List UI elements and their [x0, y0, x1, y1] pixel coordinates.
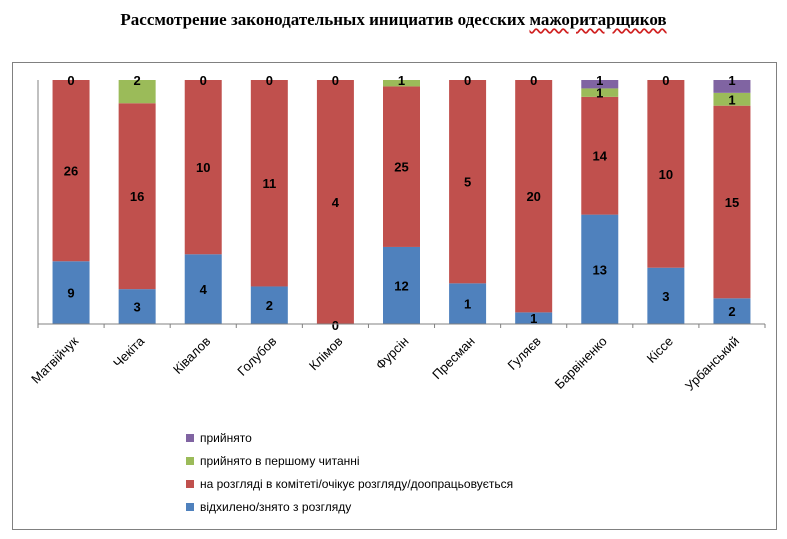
bar-segment-rozglyad	[449, 80, 487, 284]
category-label: Кіссе	[644, 334, 676, 366]
data-label: 15	[725, 195, 739, 210]
data-label-bottom: 2	[728, 304, 735, 319]
bar-segment-vidkhyleno	[250, 286, 288, 324]
legend-item-pershe: прийнято в першому читанні	[186, 449, 513, 472]
bar-segment-prinyato	[581, 80, 619, 89]
data-label: 1	[728, 92, 735, 107]
category-label: Ківалов	[170, 333, 213, 376]
data-label-bottom: 9	[67, 286, 74, 301]
legend-label: відхилено/знято з розгляду	[200, 499, 352, 514]
category-label: Урбанський	[682, 334, 742, 394]
legend-label: прийнято в першому читанні	[200, 453, 360, 468]
category-label: Чекіта	[110, 333, 148, 371]
chart-title: Рассмотрение законодательных инициатив о…	[0, 10, 787, 30]
legend-swatch	[186, 456, 194, 465]
bar-segment-pershe	[383, 80, 420, 87]
data-label-bottom: 1	[464, 297, 471, 312]
data-label: 14	[593, 149, 608, 164]
bar-segment-rozglyad	[713, 105, 751, 299]
bar-segment-pershe	[713, 92, 751, 106]
category-label: Гуляєв	[505, 333, 544, 372]
bar-segment-rozglyad	[316, 80, 354, 324]
data-label-bottom: 0	[332, 318, 339, 333]
data-label-bottom: 4	[200, 282, 208, 297]
bar-segment-rozglyad	[250, 80, 288, 287]
title-main: Рассмотрение законодательных инициатив о…	[120, 10, 530, 29]
data-label-top: 0	[662, 73, 669, 88]
data-label-top: 0	[200, 73, 207, 88]
category-label: Фурсін	[373, 334, 412, 373]
bar-segment-vidkhyleno	[118, 289, 156, 324]
bar-segment-rozglyad	[118, 103, 156, 290]
category-label: Пресман	[429, 334, 478, 383]
category-label: Голубов	[234, 333, 279, 378]
bar-segment-vidkhyleno	[515, 312, 553, 324]
legend-item-vidkhyleno: відхилено/знято з розгляду	[186, 495, 513, 518]
bar-segment-vidkhyleno	[184, 254, 222, 324]
bar-segment-vidkhyleno	[581, 214, 619, 324]
bar-segment-pershe	[581, 88, 619, 97]
bar-segment-pershe	[118, 80, 156, 104]
bar-segment-vidkhyleno	[713, 298, 751, 324]
bar-segment-prinyato	[713, 80, 751, 93]
data-label-bottom: 1	[530, 311, 537, 326]
data-label: 20	[526, 189, 540, 204]
bar-segment-vidkhyleno	[647, 267, 685, 324]
bar-segment-vidkhyleno	[52, 261, 90, 324]
data-label-top: 0	[332, 73, 339, 88]
data-label-bottom: 12	[394, 278, 408, 293]
data-label-bottom: 2	[266, 298, 273, 313]
title-underlined: мажоритарщиков	[529, 10, 667, 29]
data-label-top: 1	[596, 73, 603, 88]
bar-segment-vidkhyleno	[449, 283, 487, 324]
category-label: Барвіненко	[552, 334, 610, 392]
bar-segment-vidkhyleno	[383, 246, 420, 324]
bar-segment-rozglyad	[52, 80, 90, 262]
data-label: 11	[262, 176, 276, 191]
bar-segment-rozglyad	[515, 80, 553, 313]
legend-label: на розгляді в комітеті/очікує розгляду/д…	[200, 476, 514, 491]
legend-swatch	[186, 502, 194, 511]
data-label: 25	[394, 160, 408, 175]
data-label-bottom: 13	[593, 262, 607, 277]
data-label-top: 0	[530, 73, 537, 88]
data-label: 26	[64, 164, 78, 179]
data-label-top: 2	[134, 73, 141, 88]
data-label-top: 0	[266, 73, 273, 88]
bar-segment-rozglyad	[184, 80, 222, 255]
data-label-top: 1	[728, 73, 735, 88]
data-label: 5	[464, 175, 471, 190]
bar-segment-rozglyad	[647, 80, 685, 268]
data-label: 10	[659, 167, 673, 182]
legend-item-rozglyad: на розгляді в комітеті/очікує розгляду/д…	[186, 472, 513, 495]
data-label: 10	[196, 160, 210, 175]
bar-segment-rozglyad	[581, 96, 619, 215]
category-label: Клімов	[306, 333, 346, 373]
legend-swatch	[186, 479, 194, 488]
data-label-bottom: 3	[134, 300, 141, 315]
data-label: 1	[596, 86, 603, 101]
data-label-top: 0	[464, 73, 471, 88]
legend-item-prinyato: прийнято	[186, 426, 513, 449]
data-label: 16	[130, 189, 144, 204]
data-label: 4	[332, 195, 340, 210]
category-label: Матвійчук	[28, 333, 81, 386]
data-label-top: 1	[398, 73, 405, 88]
data-label-top: 0	[67, 73, 74, 88]
chart-frame	[12, 62, 777, 530]
chart-legend: прийнято прийнято в першому читанні на роз…	[186, 426, 513, 518]
legend-label: прийнято	[200, 430, 252, 445]
legend-swatch	[186, 433, 194, 442]
data-label-bottom: 3	[662, 289, 669, 304]
bar-segment-rozglyad	[383, 86, 420, 247]
